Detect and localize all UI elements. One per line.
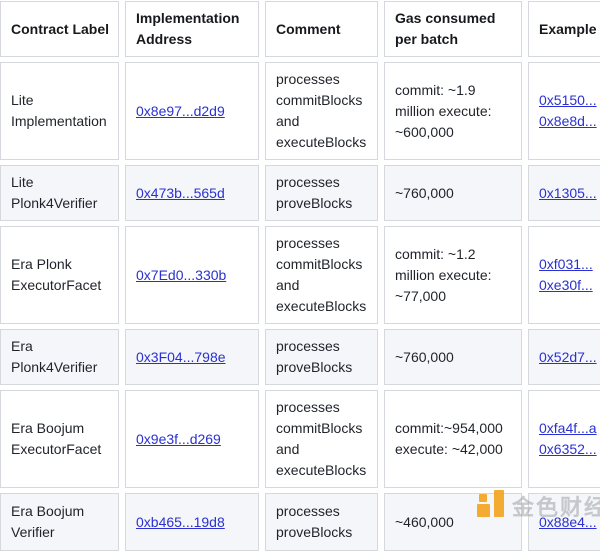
address-cell: 0x473b...565d (125, 165, 259, 221)
contract-label-cell: Era Boojum ExecutorFacet (0, 390, 119, 488)
header-example: Example (528, 1, 600, 57)
table-row: Era Plonk ExecutorFacet 0x7Ed0...330b pr… (0, 226, 600, 324)
table-row: Era Boojum Verifier 0xb465...19d8 proces… (0, 493, 600, 551)
examples-cell: 0x1305... (528, 165, 600, 221)
header-row: Contract Label Implementation Address Co… (0, 1, 600, 57)
comment-cell: processes proveBlocks (265, 329, 378, 385)
example-tx-link[interactable]: 0x52d7... (539, 348, 597, 365)
gas-cell: commit:~954,000 execute: ~42,000 (384, 390, 522, 488)
gas-cell: commit: ~1.2 million execute: ~77,000 (384, 226, 522, 324)
address-link[interactable]: 0x7Ed0...330b (136, 266, 227, 283)
address-link[interactable]: 0xb465...19d8 (136, 513, 225, 530)
comment-cell: processes commitBlocks and executeBlocks (265, 62, 378, 160)
example-tx-link[interactable]: 0x8e8d... (539, 113, 597, 129)
example-tx-link[interactable]: 0xfa4f...a (539, 420, 597, 436)
comment-cell: processes proveBlocks (265, 165, 378, 221)
examples-cell: 0xfa4f...a 0x6352... (528, 390, 600, 488)
contract-label-cell: Lite Plonk4Verifier (0, 165, 119, 221)
gas-cell: ~760,000 (384, 165, 522, 221)
address-link[interactable]: 0x8e97...d2d9 (136, 102, 225, 119)
contract-label-cell: Era Plonk4Verifier (0, 329, 119, 385)
table-row: Era Plonk4Verifier 0x3F04...798e process… (0, 329, 600, 385)
address-cell: 0xb465...19d8 (125, 493, 259, 551)
gas-cell: ~460,000 (384, 493, 522, 551)
examples-cell: 0x52d7... (528, 329, 600, 385)
comment-cell: processes proveBlocks (265, 493, 378, 551)
comment-cell: processes commitBlocks and executeBlocks (265, 390, 378, 488)
example-tx-link[interactable]: 0x5150... (539, 92, 597, 108)
header-contract-label: Contract Label (0, 1, 119, 57)
address-cell: 0x8e97...d2d9 (125, 62, 259, 160)
examples-cell: 0xf031... 0xe30f... (528, 226, 600, 324)
example-tx-link[interactable]: 0x6352... (539, 441, 597, 457)
contract-label-cell: Era Boojum Verifier (0, 493, 119, 551)
address-cell: 0x3F04...798e (125, 329, 259, 385)
examples-cell: 0x88e4... (528, 493, 600, 551)
example-tx-link[interactable]: 0x88e4... (539, 513, 597, 530)
contract-label-cell: Lite Implementation (0, 62, 119, 160)
header-gas-consumed: Gas consumed per batch (384, 1, 522, 57)
header-comment: Comment (265, 1, 378, 57)
address-link[interactable]: 0x473b...565d (136, 184, 225, 201)
address-cell: 0x7Ed0...330b (125, 226, 259, 324)
table-row: Lite Plonk4Verifier 0x473b...565d proces… (0, 165, 600, 221)
table-row: Era Boojum ExecutorFacet 0x9e3f...d269 p… (0, 390, 600, 488)
gas-cell: commit: ~1.9 million execute: ~600,000 (384, 62, 522, 160)
comment-cell: processes commitBlocks and executeBlocks (265, 226, 378, 324)
address-cell: 0x9e3f...d269 (125, 390, 259, 488)
example-tx-link[interactable]: 0xe30f... (539, 277, 593, 293)
address-link[interactable]: 0x9e3f...d269 (136, 430, 221, 447)
example-tx-link[interactable]: 0x1305... (539, 184, 597, 201)
table-row: Lite Implementation 0x8e97...d2d9 proces… (0, 62, 600, 160)
example-tx-link[interactable]: 0xf031... (539, 256, 593, 272)
address-link[interactable]: 0x3F04...798e (136, 348, 226, 365)
header-implementation-address: Implementation Address (125, 1, 259, 57)
contract-label-cell: Era Plonk ExecutorFacet (0, 226, 119, 324)
gas-cell: ~760,000 (384, 329, 522, 385)
examples-cell: 0x5150... 0x8e8d... (528, 62, 600, 160)
